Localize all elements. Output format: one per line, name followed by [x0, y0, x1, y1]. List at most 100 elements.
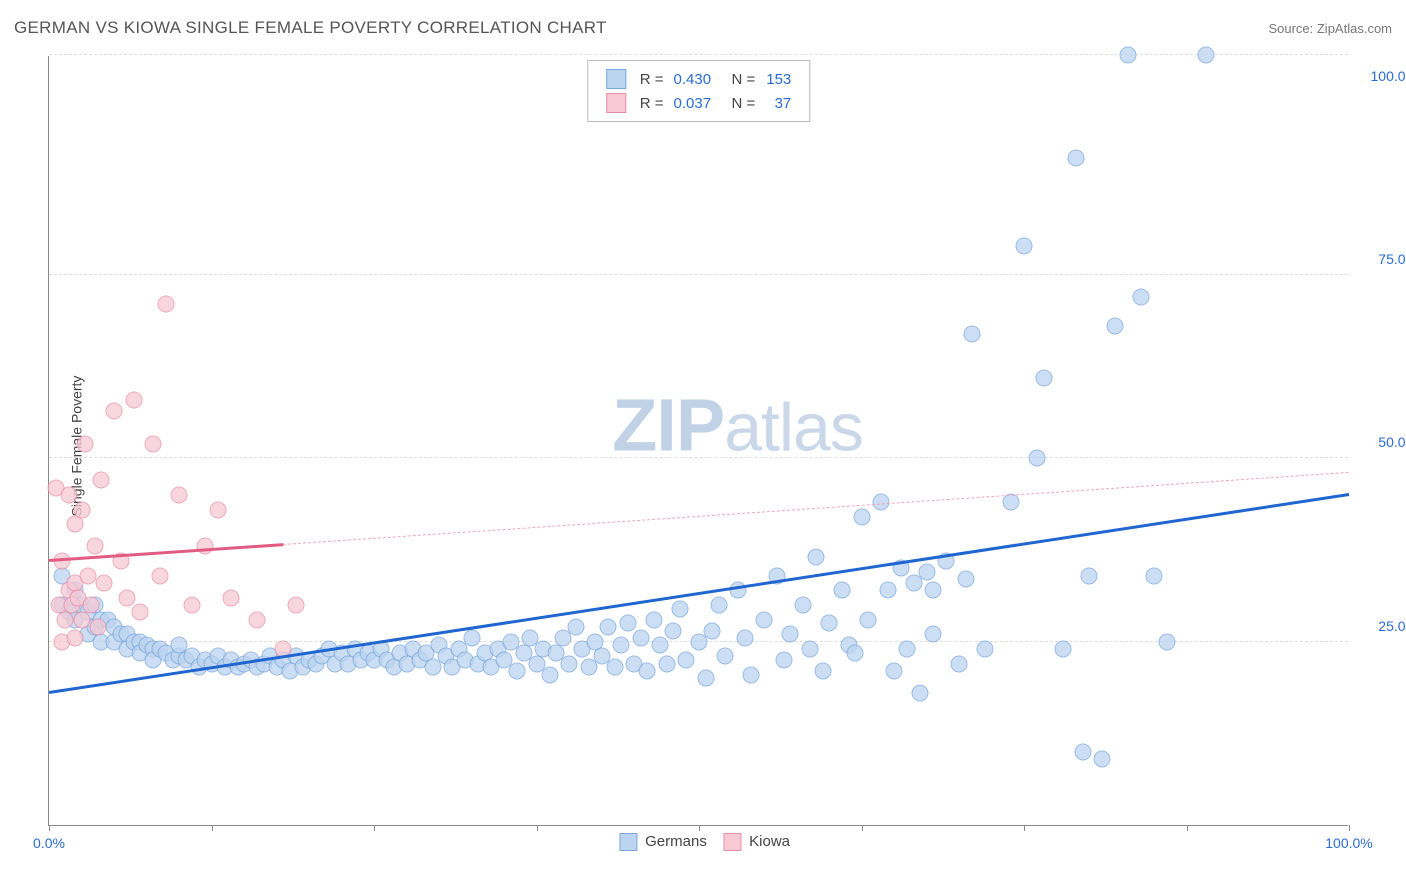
scatter-point [95, 575, 112, 592]
scatter-point [210, 501, 227, 518]
scatter-point [1198, 47, 1215, 64]
scatter-point [463, 630, 480, 647]
scatter-point [77, 435, 94, 452]
legend-r-label: R = [636, 92, 668, 114]
scatter-point [82, 597, 99, 614]
legend-label: Germans [641, 833, 711, 850]
gridline [49, 274, 1348, 275]
scatter-point [619, 615, 636, 632]
scatter-point [704, 622, 721, 639]
scatter-point [1068, 149, 1085, 166]
scatter-point [678, 652, 695, 669]
scatter-point [957, 571, 974, 588]
scatter-point [567, 619, 584, 636]
x-tick [374, 825, 375, 831]
scatter-point [288, 597, 305, 614]
scatter-point [600, 619, 617, 636]
x-tick [49, 825, 50, 831]
trendline [283, 472, 1349, 545]
scatter-point [132, 604, 149, 621]
legend-swatch [619, 833, 637, 851]
x-tick [1187, 825, 1188, 831]
y-tick-label: 75.0% [1358, 251, 1406, 267]
scatter-point [509, 663, 526, 680]
x-tick [862, 825, 863, 831]
chart-source: Source: ZipAtlas.com [1268, 21, 1392, 36]
x-tick [699, 825, 700, 831]
scatter-point [1003, 494, 1020, 511]
scatter-point [1055, 641, 1072, 658]
scatter-point [1146, 567, 1163, 584]
scatter-point [151, 567, 168, 584]
watermark: ZIPatlas [612, 383, 863, 468]
gridline [49, 457, 1348, 458]
scatter-point [632, 630, 649, 647]
scatter-point [93, 472, 110, 489]
scatter-point [710, 597, 727, 614]
legend-r-value: 0.430 [670, 68, 720, 90]
scatter-point [90, 619, 107, 636]
scatter-point [67, 630, 84, 647]
y-tick-label: 100.0% [1358, 68, 1406, 84]
scatter-point [249, 611, 266, 628]
scatter-point [977, 641, 994, 658]
scatter-point [56, 611, 73, 628]
legend-series: Germans Kiowa [607, 833, 790, 851]
legend-stats: R =0.430N =153R =0.037N =37 [587, 60, 811, 122]
y-tick-label: 25.0% [1358, 618, 1406, 634]
scatter-point [645, 611, 662, 628]
scatter-point [899, 641, 916, 658]
scatter-point [847, 644, 864, 661]
watermark-light: atlas [724, 390, 863, 466]
legend-swatch [606, 93, 626, 113]
legend-n-label: N = [722, 68, 760, 90]
scatter-point [1081, 567, 1098, 584]
scatter-point [886, 663, 903, 680]
chart-header: GERMAN VS KIOWA SINGLE FEMALE POVERTY CO… [14, 18, 1392, 38]
gridline [49, 54, 1348, 55]
scatter-point [808, 549, 825, 566]
scatter-point [125, 391, 142, 408]
scatter-point [106, 402, 123, 419]
x-tick [537, 825, 538, 831]
scatter-point [697, 670, 714, 687]
scatter-point [795, 597, 812, 614]
scatter-point [925, 626, 942, 643]
scatter-point [951, 655, 968, 672]
x-tick-label: 100.0% [1325, 835, 1372, 851]
scatter-point [613, 637, 630, 654]
scatter-point [743, 666, 760, 683]
scatter-point [671, 600, 688, 617]
scatter-point [814, 663, 831, 680]
legend-n-value: 153 [761, 68, 795, 90]
y-tick-label: 50.0% [1358, 434, 1406, 450]
scatter-point [197, 538, 214, 555]
scatter-point [606, 659, 623, 676]
scatter-point [879, 582, 896, 599]
scatter-point [561, 655, 578, 672]
scatter-point [86, 538, 103, 555]
legend-swatch [723, 833, 741, 851]
chart-title: GERMAN VS KIOWA SINGLE FEMALE POVERTY CO… [14, 18, 607, 38]
scatter-point [1120, 47, 1137, 64]
watermark-bold: ZIP [612, 384, 724, 467]
scatter-point [639, 663, 656, 680]
scatter-point [184, 597, 201, 614]
legend-r-value: 0.037 [670, 92, 720, 114]
scatter-point [541, 666, 558, 683]
scatter-point [158, 296, 175, 313]
scatter-point [717, 648, 734, 665]
x-tick [212, 825, 213, 831]
scatter-point [80, 567, 97, 584]
x-tick [1024, 825, 1025, 831]
scatter-point [853, 509, 870, 526]
scatter-point [1107, 318, 1124, 335]
scatter-point [1035, 369, 1052, 386]
scatter-point [775, 652, 792, 669]
x-tick-label: 0.0% [33, 835, 65, 851]
scatter-point [912, 685, 929, 702]
scatter-point [964, 325, 981, 342]
scatter-point [1074, 743, 1091, 760]
scatter-point [73, 501, 90, 518]
scatter-point [834, 582, 851, 599]
